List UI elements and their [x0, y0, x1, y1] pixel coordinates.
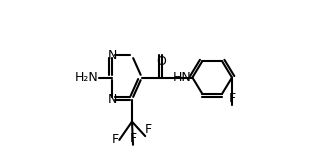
- Text: F: F: [145, 123, 152, 136]
- Text: N: N: [108, 93, 117, 106]
- Text: N: N: [108, 49, 117, 62]
- Text: HN: HN: [172, 71, 191, 84]
- Text: O: O: [157, 55, 167, 68]
- Text: F: F: [112, 133, 119, 146]
- Text: F: F: [129, 132, 137, 145]
- Text: H₂N: H₂N: [75, 71, 99, 84]
- Text: F: F: [228, 92, 236, 105]
